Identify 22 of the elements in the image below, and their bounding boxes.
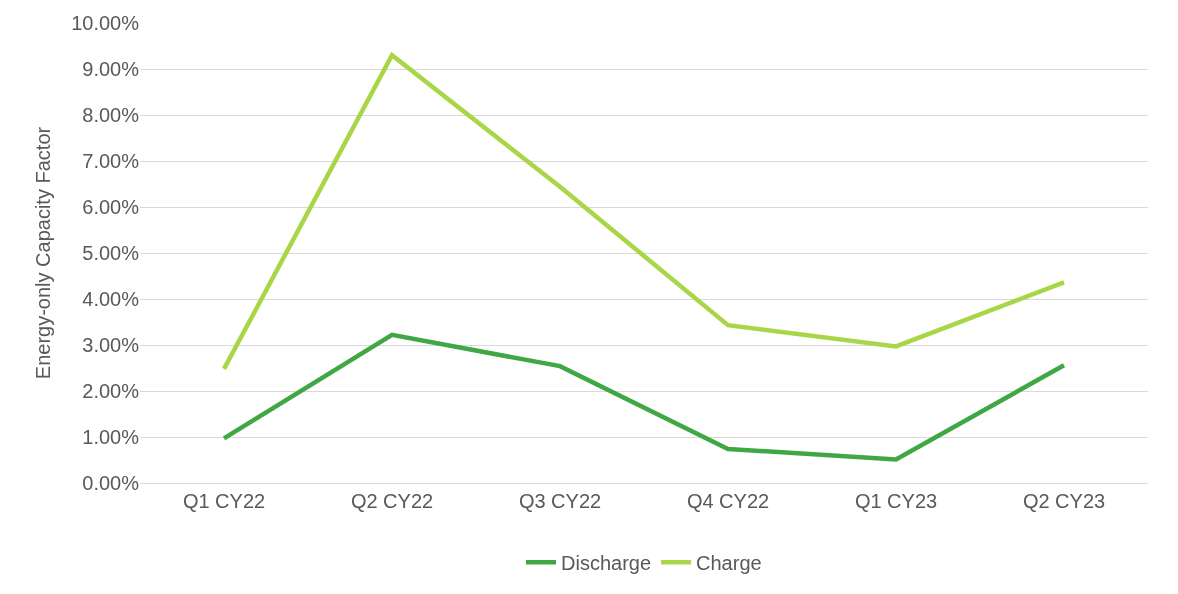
x-tick-label: Q1 CY23 xyxy=(854,490,938,512)
y-tick-label: 2.00% xyxy=(82,380,140,402)
x-tick-label: Q2 CY22 xyxy=(350,490,434,512)
y-tick-label: 1.00% xyxy=(82,426,140,448)
y-tick-label: 5.00% xyxy=(82,242,140,264)
y-tick-label: 9.00% xyxy=(82,58,140,80)
legend-label: Charge xyxy=(696,552,762,575)
y-tick-label: 4.00% xyxy=(82,288,140,310)
x-tick-label: Q2 CY23 xyxy=(1022,490,1106,512)
y-axis-title: Energy-only Capacity Factor xyxy=(31,126,54,380)
x-tick-label: Q1 CY22 xyxy=(182,490,266,512)
y-tick-label: 10.00% xyxy=(71,12,140,34)
x-tick-label: Q4 CY22 xyxy=(686,490,770,512)
y-tick-label: 3.00% xyxy=(82,334,140,356)
line-series xyxy=(221,332,1067,462)
y-tick-label: 8.00% xyxy=(82,104,140,126)
y-tick-label: 0.00% xyxy=(82,472,140,494)
y-tick-label: 6.00% xyxy=(82,196,140,218)
x-tick-label: Q3 CY22 xyxy=(518,490,602,512)
line-series xyxy=(221,52,1067,372)
y-tick-label: 7.00% xyxy=(82,150,140,172)
legend-label: Discharge xyxy=(561,552,652,575)
